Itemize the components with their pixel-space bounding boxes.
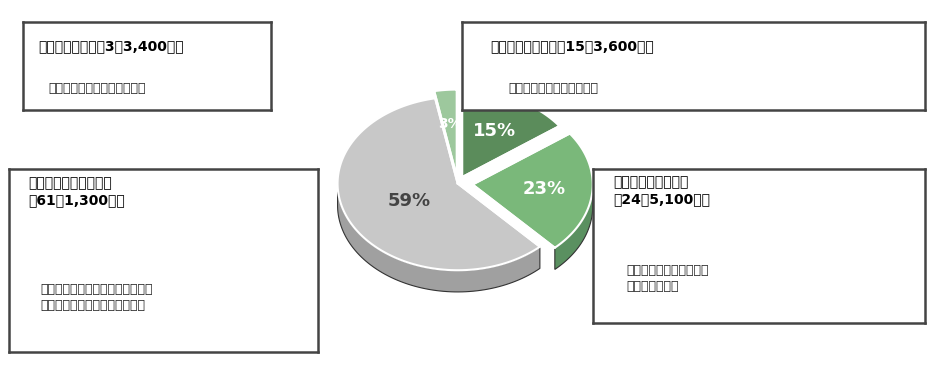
Text: 物にかかるコスト：
　24億5,100万円: 物にかかるコスト： 24億5,100万円 [613,175,710,206]
Polygon shape [473,134,593,248]
Text: 23%: 23% [523,181,566,199]
Text: 社会保障給付費や補助金等、他会
計への支出などにかかるコスト: 社会保障給付費や補助金等、他会 計への支出などにかかるコスト [40,283,152,312]
Text: 移転支出的なコスト：
　61億1,300万円: 移転支出的なコスト： 61億1,300万円 [28,176,124,207]
Polygon shape [434,90,457,176]
Text: 人にかかるコスト：15億3,600万円: 人にかかるコスト：15億3,600万円 [490,40,654,54]
Polygon shape [337,98,540,270]
Text: その他のコスト：3億3,400万円: その他のコスト：3億3,400万円 [38,40,184,54]
Text: 59%: 59% [388,192,432,210]
Text: 物件費や減価償却費など
にかかるコスト: 物件費や減価償却費など にかかるコスト [627,264,709,293]
Text: 人件費などにかかるコスト: 人件費などにかかるコスト [508,82,599,95]
Text: 15%: 15% [474,122,517,140]
Text: 3%: 3% [438,117,461,131]
Polygon shape [337,185,540,292]
Polygon shape [555,185,593,269]
Text: 支払利息などにかかるコスト: 支払利息などにかかるコスト [49,82,146,95]
Polygon shape [462,90,559,177]
